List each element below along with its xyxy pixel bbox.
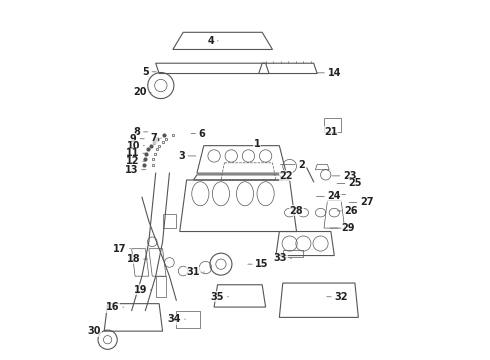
Text: 16: 16 <box>106 302 123 312</box>
Text: 24: 24 <box>317 192 341 202</box>
Text: 32: 32 <box>327 292 348 302</box>
Text: 9: 9 <box>130 134 145 144</box>
Text: 23: 23 <box>332 171 357 181</box>
Text: 1: 1 <box>254 139 260 149</box>
Text: 5: 5 <box>142 67 156 77</box>
Text: 35: 35 <box>211 292 228 302</box>
Text: 4: 4 <box>207 36 218 46</box>
Text: 33: 33 <box>273 253 292 263</box>
Text: 21: 21 <box>324 127 338 137</box>
Text: 10: 10 <box>126 141 145 150</box>
Text: 34: 34 <box>168 314 186 324</box>
Text: 31: 31 <box>187 267 204 277</box>
Text: 3: 3 <box>178 151 196 161</box>
Text: 30: 30 <box>88 326 101 336</box>
Text: 12: 12 <box>126 156 146 166</box>
Text: 27: 27 <box>349 197 374 207</box>
Text: 6: 6 <box>191 129 205 139</box>
Text: 25: 25 <box>337 179 362 188</box>
Text: 15: 15 <box>248 259 269 269</box>
Text: 19: 19 <box>133 285 151 295</box>
Text: 13: 13 <box>125 165 146 175</box>
Text: 2: 2 <box>280 159 305 170</box>
Text: 22: 22 <box>279 171 293 181</box>
Text: 8: 8 <box>133 127 148 137</box>
Text: 18: 18 <box>126 254 148 264</box>
Text: 26: 26 <box>337 206 358 216</box>
Text: 14: 14 <box>317 68 341 78</box>
Text: 7: 7 <box>150 133 162 143</box>
Text: 20: 20 <box>133 87 151 98</box>
Text: 17: 17 <box>113 244 131 254</box>
Text: 28: 28 <box>290 206 303 216</box>
Text: 11: 11 <box>126 148 146 158</box>
Text: 29: 29 <box>330 223 355 233</box>
